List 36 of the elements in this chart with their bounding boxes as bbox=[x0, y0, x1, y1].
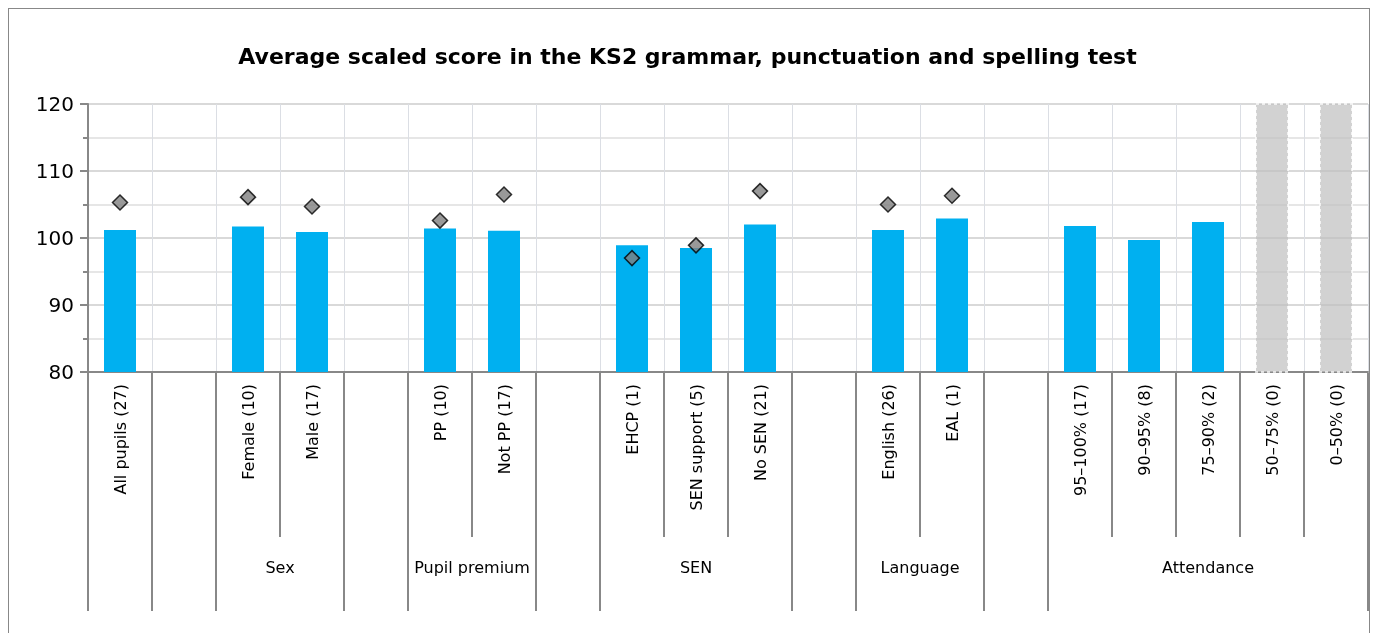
x-tick-label: 50–75% (0) bbox=[1262, 384, 1282, 476]
text: Language bbox=[879, 557, 961, 579]
text: Pupil premium bbox=[413, 557, 531, 579]
chart-title: Average scaled score in the KS2 grammar, punctuation and spelling test bbox=[238, 43, 1138, 69]
x-tick-label: 75–90% (2) bbox=[1198, 384, 1218, 476]
point bbox=[111, 194, 129, 211]
point bbox=[751, 182, 769, 200]
point bbox=[495, 186, 513, 203]
x-tick-label: 90–95% (8) bbox=[1134, 384, 1154, 476]
point bbox=[239, 188, 257, 206]
x-tick-label: EHCP (1) bbox=[622, 384, 642, 455]
point bbox=[943, 187, 961, 205]
y-tick-label: 110 bbox=[35, 159, 74, 183]
x-tick-label: All pupils (27) bbox=[110, 384, 130, 495]
x-tick-label: EAL (1) bbox=[942, 384, 962, 442]
text: Sex bbox=[264, 557, 296, 579]
point bbox=[687, 237, 705, 254]
y-tick-label: 80 bbox=[48, 360, 74, 384]
text: Attendance bbox=[1161, 557, 1255, 579]
x-tick-label: PP (10) bbox=[430, 384, 450, 442]
point bbox=[879, 196, 897, 213]
y-tick-label: 90 bbox=[48, 293, 74, 317]
x-tick-label: 0–50% (0) bbox=[1326, 384, 1346, 466]
x-tick-label: Not PP (17) bbox=[494, 384, 514, 475]
point bbox=[303, 198, 321, 215]
x-tick-label: SEN support (5) bbox=[686, 384, 706, 511]
y-tick-label: 120 bbox=[35, 92, 74, 116]
x-tick-label: 95–100% (17) bbox=[1070, 384, 1090, 497]
point bbox=[623, 249, 641, 267]
text: SEN bbox=[678, 557, 714, 579]
x-tick-label: No SEN (21) bbox=[750, 384, 770, 482]
point bbox=[431, 212, 449, 229]
x-tick-label: Male (17) bbox=[302, 384, 322, 460]
x-tick-label: Female (10) bbox=[238, 384, 258, 480]
y-tick-label: 100 bbox=[35, 226, 74, 250]
x-tick-label: English (26) bbox=[878, 384, 898, 480]
